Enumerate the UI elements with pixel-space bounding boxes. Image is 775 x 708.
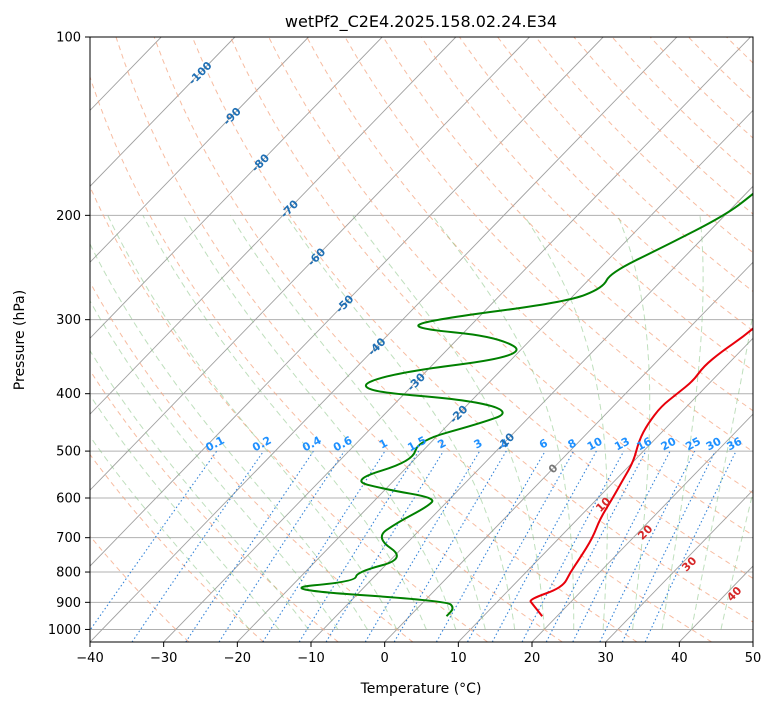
isotherm-line [458,337,753,642]
isotherm-line [384,261,753,642]
y-tick-label: 600 [56,492,81,507]
dewpoint-profile [300,192,753,617]
x-tick-label: −40 [76,651,103,666]
temperature-profile [529,327,753,617]
x-tick-label: 10 [450,651,467,666]
x-tick-label: 40 [671,651,688,666]
y-tick-label: 300 [56,313,81,328]
y-tick-label: 1000 [48,623,81,638]
isotherm-line [605,489,753,642]
dry-adiabat [306,37,753,494]
dry-adiabat [90,281,414,642]
mixing-ratio-line [491,450,597,642]
mixing-ratio-label: 36 [725,435,745,454]
x-tick-label: 0 [381,651,389,666]
isotherm-line [90,37,530,491]
moist-adiabat [691,310,753,630]
mixing-ratio-label: 13 [612,435,632,454]
mixing-ratio-line [521,450,625,642]
x-tick-label: −10 [297,651,324,666]
y-tick-label: 900 [56,596,81,611]
series-layer [300,192,753,617]
mixing-ratio-line [467,450,575,642]
dry-adiabat [191,37,753,623]
mixing-ratio-line [572,450,671,642]
dry-adiabat [497,37,753,293]
moist-adiabat [90,349,309,630]
moist-adiabat [107,215,398,630]
mixing-ratio-line [90,450,218,632]
mixing-ratio-label: 30 [704,435,724,454]
y-tick-label: 500 [56,445,81,460]
moist-adiabat [90,394,280,630]
x-tick-label: 30 [597,651,614,666]
x-tick-label: 20 [524,651,541,666]
isotherm-line [90,37,383,339]
dry-adiabat [90,185,488,642]
moist-adiabat [352,215,545,630]
isotherm-line [237,109,753,642]
moist-adiabat [720,490,753,630]
mixing-ratio-line [599,450,696,642]
x-tick-label: −20 [224,651,251,666]
mixing-ratio-label: 10 [585,435,605,454]
mixing-ratio-line [185,450,314,642]
dry-adiabat [268,37,753,536]
y-tick-label: 800 [56,566,81,581]
isotherm-line [531,413,753,642]
y-axis-title: Pressure (hPa) [12,290,28,390]
y-tick-label: 400 [56,387,81,402]
grid-layer [90,37,753,642]
moist-adiabat [285,215,516,630]
moist-adiabat [523,215,608,630]
dry-adiabat [90,369,339,642]
mixing-ratio-label: 16 [634,435,654,454]
moist-adiabat [661,215,704,630]
dry-adiabat [90,75,563,642]
moist-adiabat [431,215,575,630]
mixing-ratio-label: 20 [659,435,679,454]
y-tick-label: 700 [56,531,81,546]
moist-adiabat [90,299,339,630]
chart-title: wetPf2_C2E4.2025.158.02.24.E34 [285,12,557,32]
x-tick-label: −30 [150,651,177,666]
mixing-ratio-line [131,450,265,642]
y-axis: 100 200 300 400 500 600 700 800 900 1000 [48,31,90,638]
moist-adiabat [229,215,486,630]
y-tick-label: 200 [56,209,81,224]
isotherm-line [90,37,604,567]
isotherm-line [90,37,457,415]
moist-adiabat [142,215,427,630]
plot-frame [89,36,754,643]
dry-adiabat [382,37,753,412]
isotherm-line [163,37,751,642]
isotherm-line [90,37,678,642]
isotherm-line [90,37,309,263]
moist-adiabat [90,435,250,630]
x-axis: −40 −30 −20 −10 0 10 20 30 40 50 [76,642,761,666]
dry-adiabat [153,37,712,642]
mixing-ratio-line [218,450,345,642]
isotherm-line [90,37,236,187]
y-tick-label: 100 [56,31,81,46]
moist-adiabat [90,242,368,630]
mixing-ratio-line [262,450,386,642]
x-tick-label: 50 [745,651,762,666]
dry-adiabat [115,37,638,642]
mixing-ratio-label: 25 [683,435,703,454]
x-axis-title: Temperature (°C) [360,681,482,697]
